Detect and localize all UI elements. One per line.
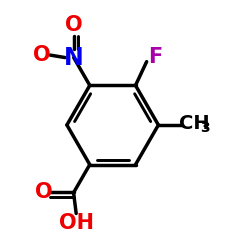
- Text: CH: CH: [179, 114, 210, 133]
- Text: O: O: [33, 45, 50, 65]
- Text: F: F: [148, 47, 162, 67]
- Text: N: N: [64, 46, 84, 70]
- Text: 3: 3: [200, 121, 210, 135]
- Text: OH: OH: [59, 213, 94, 233]
- Text: O: O: [35, 182, 52, 203]
- Text: O: O: [65, 16, 82, 36]
